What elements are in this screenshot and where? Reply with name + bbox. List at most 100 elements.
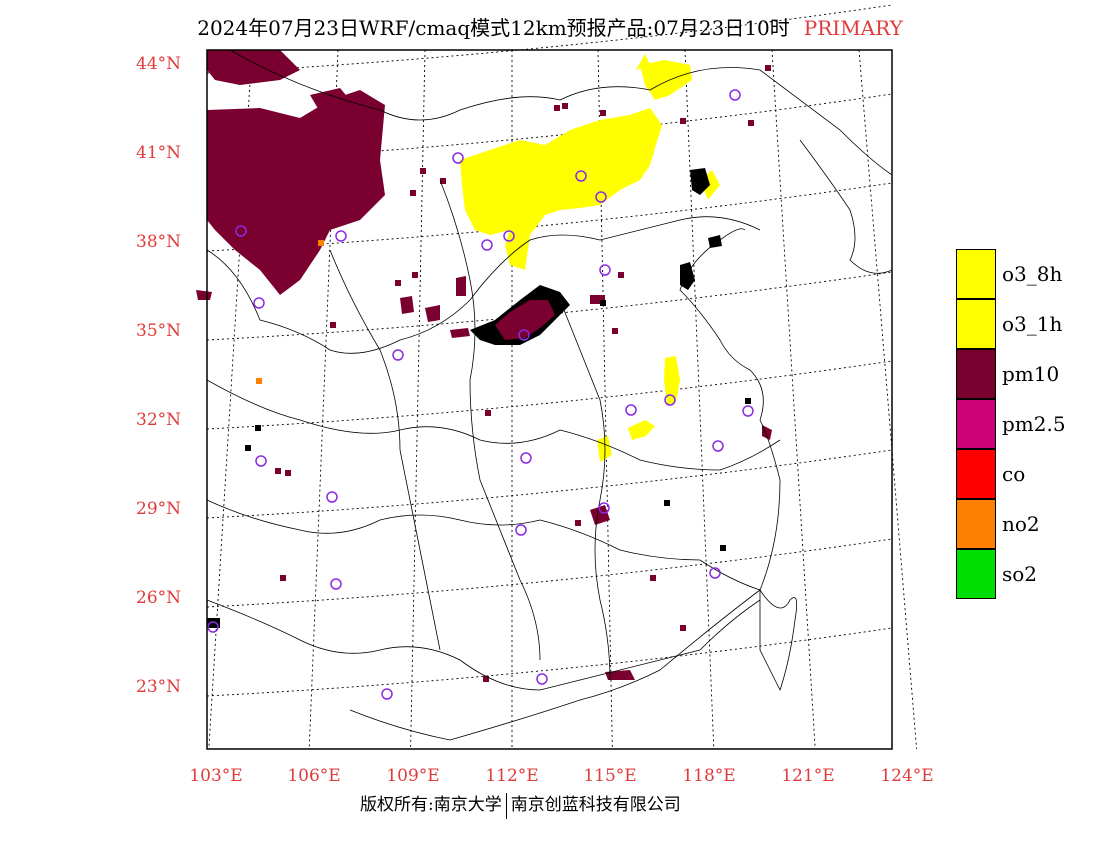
pollution-cell — [600, 110, 606, 116]
legend-swatch — [956, 299, 996, 349]
station-marker — [452, 152, 464, 164]
pollution-area — [605, 670, 635, 680]
pollution-cell — [440, 178, 446, 184]
lon-label: 103°E — [189, 766, 243, 786]
pollution-cell — [765, 65, 771, 71]
longitude-line — [410, 49, 426, 750]
lat-label: 35°N — [136, 321, 182, 341]
lat-label: 29°N — [136, 499, 182, 519]
boundary-line — [559, 299, 611, 681]
pollution-cell — [745, 398, 751, 404]
pollution-cell — [420, 168, 426, 174]
chart-title: 2024年07月23日WRF/cmaq模式12km预报产品:07月23日10时 P… — [0, 12, 1100, 41]
station-marker — [503, 230, 515, 242]
station-marker — [381, 688, 393, 700]
pollution-cell — [285, 470, 291, 476]
pollution-layer — [196, 50, 772, 682]
pollution-area — [640, 60, 692, 100]
legend-label: o3_8h — [1002, 262, 1063, 286]
pollution-cell — [256, 378, 262, 384]
pollution-area — [680, 262, 695, 290]
pollution-cell — [554, 105, 560, 111]
pollution-area — [450, 328, 470, 338]
legend-label: so2 — [1002, 562, 1038, 586]
boundary-line — [206, 379, 781, 471]
boundary-line — [206, 499, 761, 591]
latitude-line — [206, 182, 893, 252]
lat-label: 41°N — [136, 143, 182, 163]
station-marker — [518, 329, 530, 341]
station-marker — [330, 578, 342, 590]
boundary-line — [229, 49, 893, 176]
lon-label: 118°E — [682, 766, 736, 786]
lat-label: 38°N — [136, 232, 182, 252]
station-marker — [536, 673, 548, 685]
latitude-line — [206, 4, 893, 74]
pollution-cell — [664, 500, 670, 506]
lon-label: 115°E — [583, 766, 637, 786]
pollution-area — [762, 425, 772, 440]
legend-label: pm10 — [1002, 362, 1060, 386]
lon-label: 109°E — [386, 766, 440, 786]
pollution-area — [310, 88, 350, 112]
pollution-area — [207, 90, 385, 295]
station-marker — [742, 405, 754, 417]
station-marker — [235, 225, 247, 237]
latitude-line — [206, 538, 893, 608]
pollution-area — [207, 618, 220, 628]
station-marker — [392, 349, 404, 361]
pollution-cell — [485, 410, 491, 416]
station-marker — [481, 239, 493, 251]
longitude-line — [684, 49, 715, 750]
pollution-cell — [562, 103, 568, 109]
pollution-area — [400, 296, 414, 314]
lon-label: 124°E — [880, 766, 934, 786]
province-boundaries — [206, 49, 893, 741]
pollution-cell — [575, 520, 581, 526]
pollution-cell — [618, 272, 624, 278]
legend-label: pm2.5 — [1002, 412, 1066, 436]
legend-swatch — [956, 449, 996, 499]
pollution-cell — [600, 300, 606, 306]
pollution-area — [708, 235, 722, 248]
legend-swatch — [956, 549, 996, 599]
boundary-line — [439, 179, 541, 661]
pollution-area — [636, 54, 650, 70]
legend-swatch — [956, 399, 996, 449]
pollution-area — [628, 420, 655, 440]
pollution-cell — [255, 425, 261, 431]
title-main: 2024年07月23日WRF/cmaq模式12km预报产品:07月23日10时 — [197, 16, 790, 40]
pollution-cell — [395, 280, 401, 286]
pollution-cell — [275, 468, 281, 474]
station-marker — [335, 230, 347, 242]
boundary-line — [679, 228, 764, 421]
station-markers — [207, 89, 754, 700]
station-marker — [207, 621, 219, 633]
lat-label: 23°N — [136, 677, 182, 697]
latitude-line — [206, 627, 893, 697]
lon-label: 106°E — [287, 766, 341, 786]
station-marker — [515, 524, 527, 536]
pollution-area — [495, 300, 555, 340]
pollution-area — [690, 168, 710, 195]
legend-label: co — [1002, 462, 1026, 486]
lat-label: 26°N — [136, 588, 182, 608]
footer-left: 版权所有:南京大学 — [360, 795, 502, 815]
pollution-cell — [483, 676, 489, 682]
lat-label: 32°N — [136, 410, 182, 430]
station-marker — [520, 452, 532, 464]
legend-swatch — [956, 249, 996, 299]
pollution-cell — [680, 118, 686, 124]
copyright-footer: 版权所有:南京大学 南京创蓝科技有限公司 — [360, 790, 681, 819]
longitude-line — [771, 49, 816, 750]
map-frame — [206, 49, 893, 750]
legend-label: no2 — [1002, 512, 1040, 536]
pollution-area — [664, 356, 680, 405]
pollution-cell — [612, 328, 618, 334]
lat-label: 44°N — [136, 54, 182, 74]
station-marker — [625, 404, 637, 416]
station-marker — [253, 297, 265, 309]
lon-label: 121°E — [781, 766, 835, 786]
boundary-line — [759, 588, 798, 692]
station-marker — [598, 502, 610, 514]
